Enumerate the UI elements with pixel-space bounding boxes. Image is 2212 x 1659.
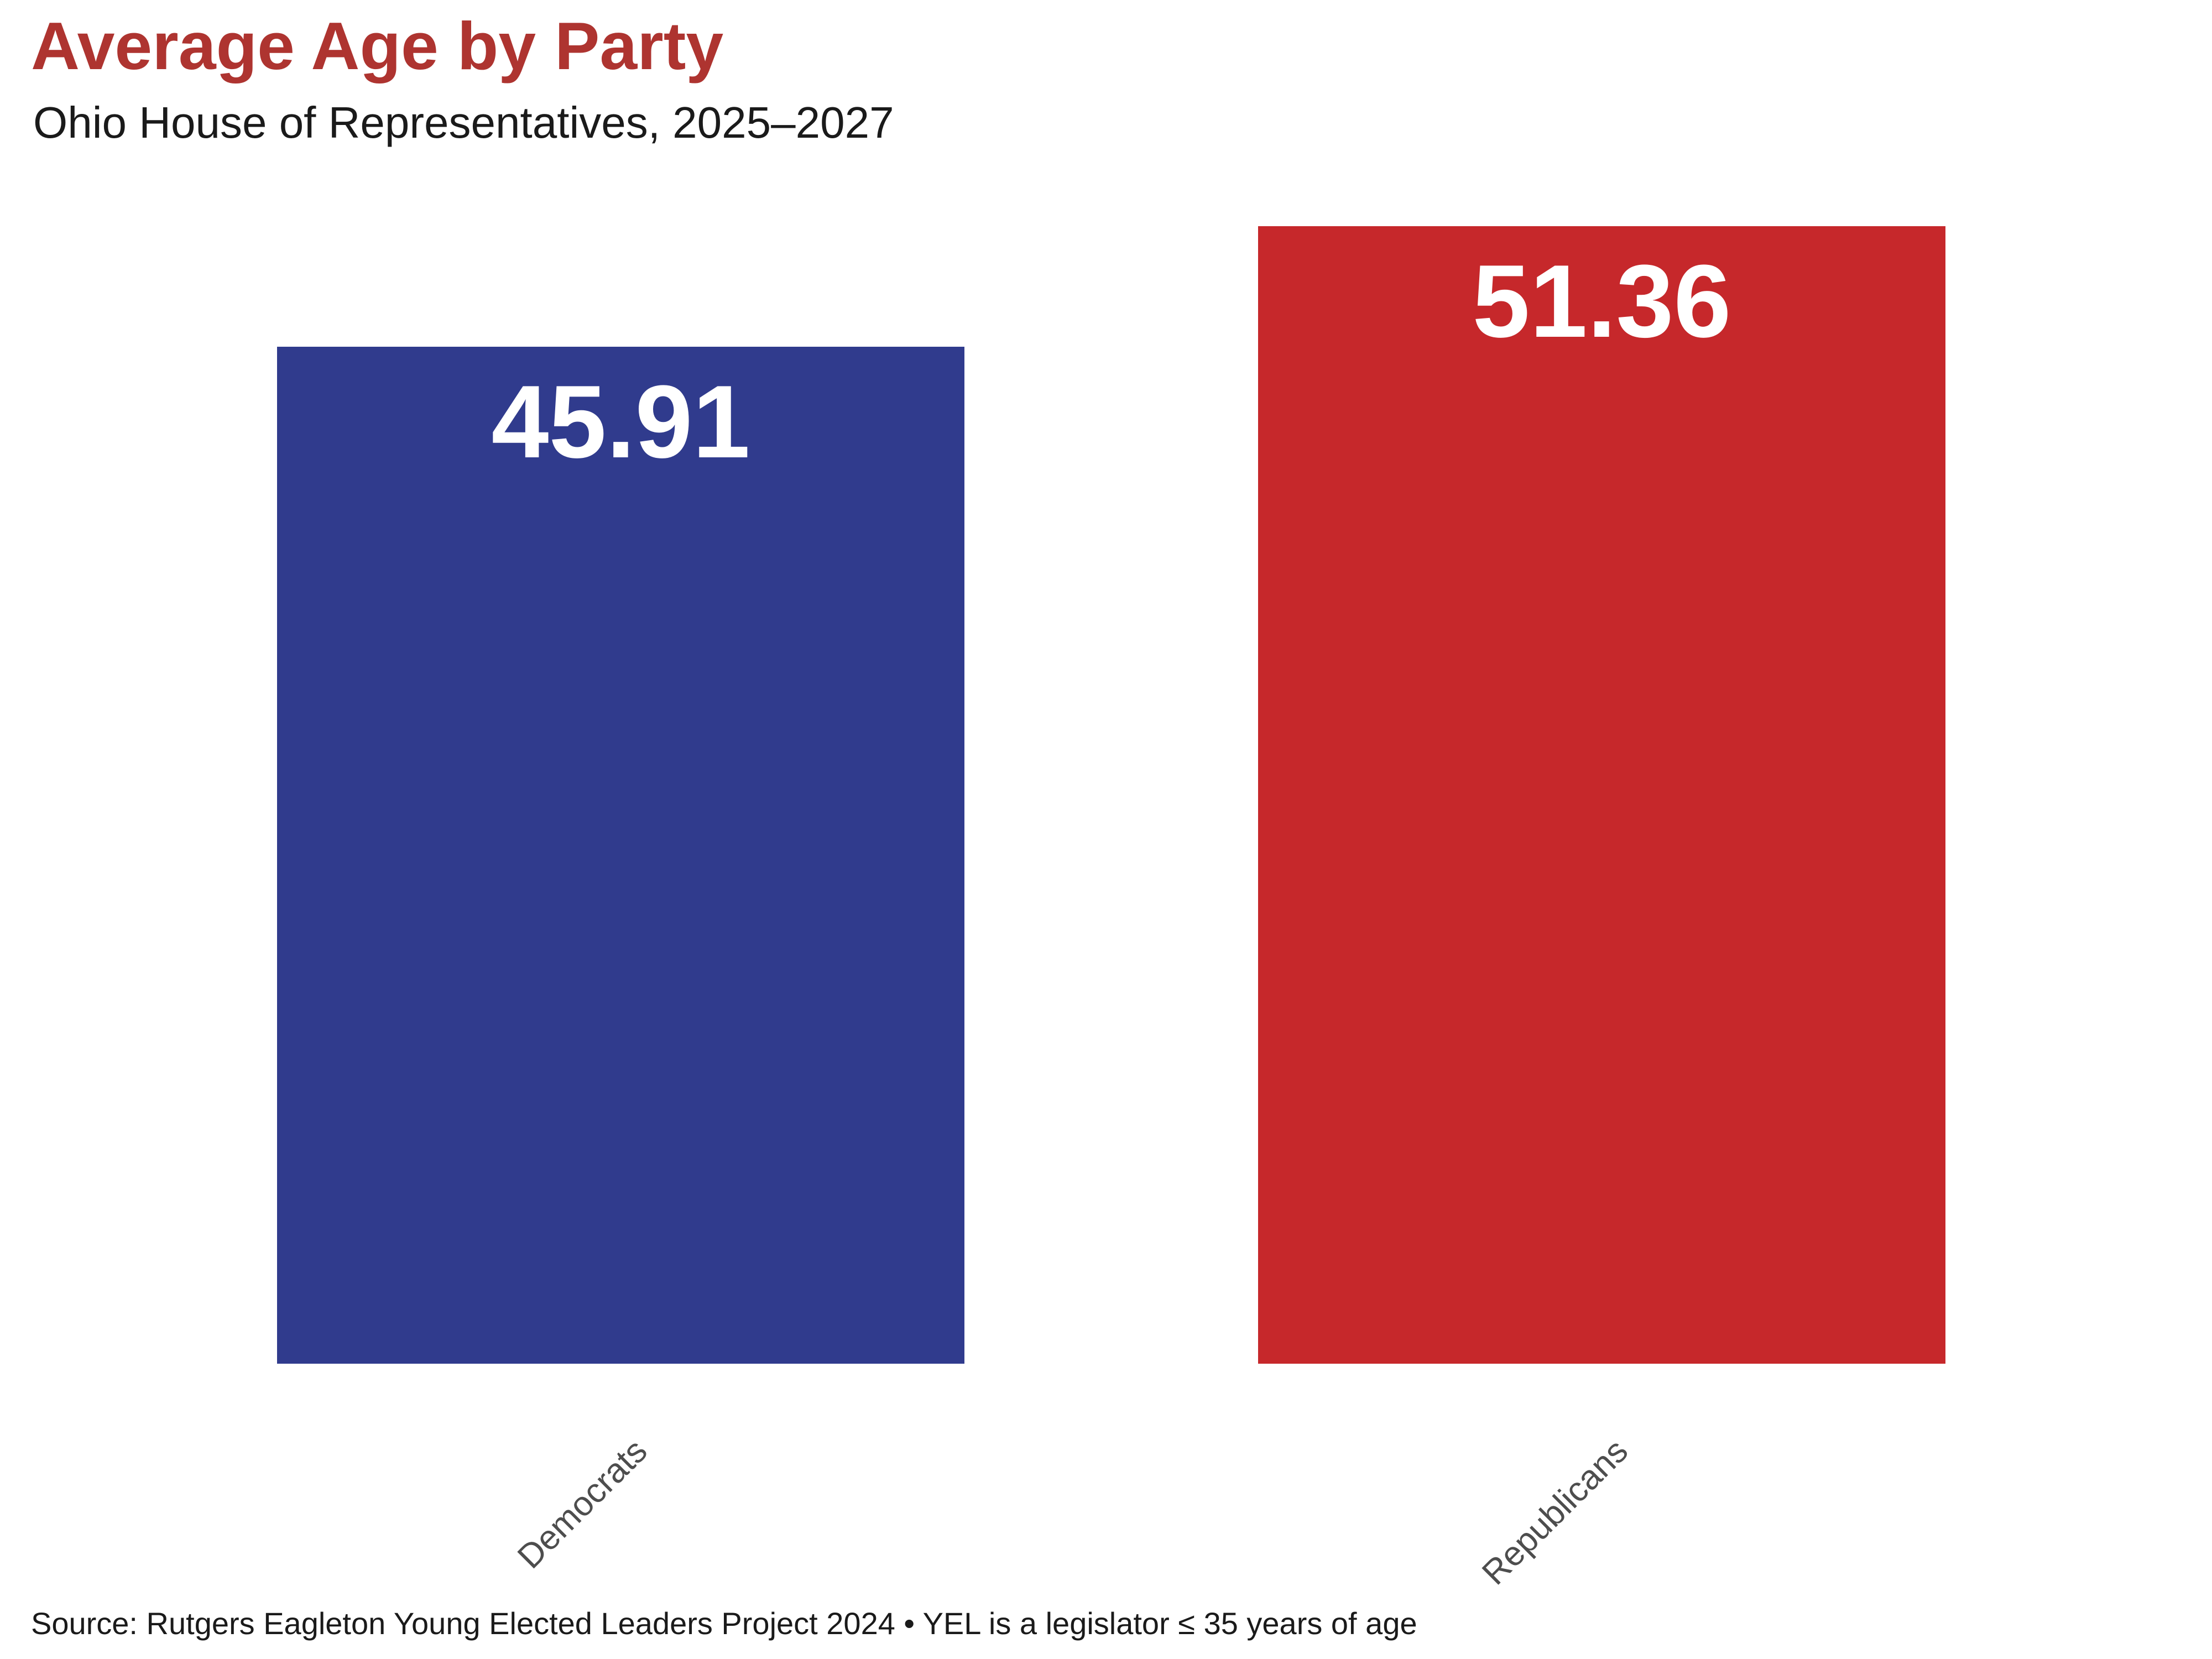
bar-republicans: 51.36 <box>1258 226 1945 1364</box>
source-note: Source: Rutgers Eagleton Young Elected L… <box>31 1606 1417 1641</box>
x-tick-label-republicans: Republicans <box>1475 1432 1636 1593</box>
x-tick-label-democrats: Democrats <box>510 1432 655 1576</box>
bar-value-label-democrats: 45.91 <box>491 364 750 479</box>
chart-subtitle: Ohio House of Representatives, 2025–2027 <box>33 98 894 147</box>
bar-democrats: 45.91 <box>277 347 964 1364</box>
chart-title: Average Age by Party <box>31 8 724 84</box>
bar-value-label-republicans: 51.36 <box>1472 243 1731 359</box>
